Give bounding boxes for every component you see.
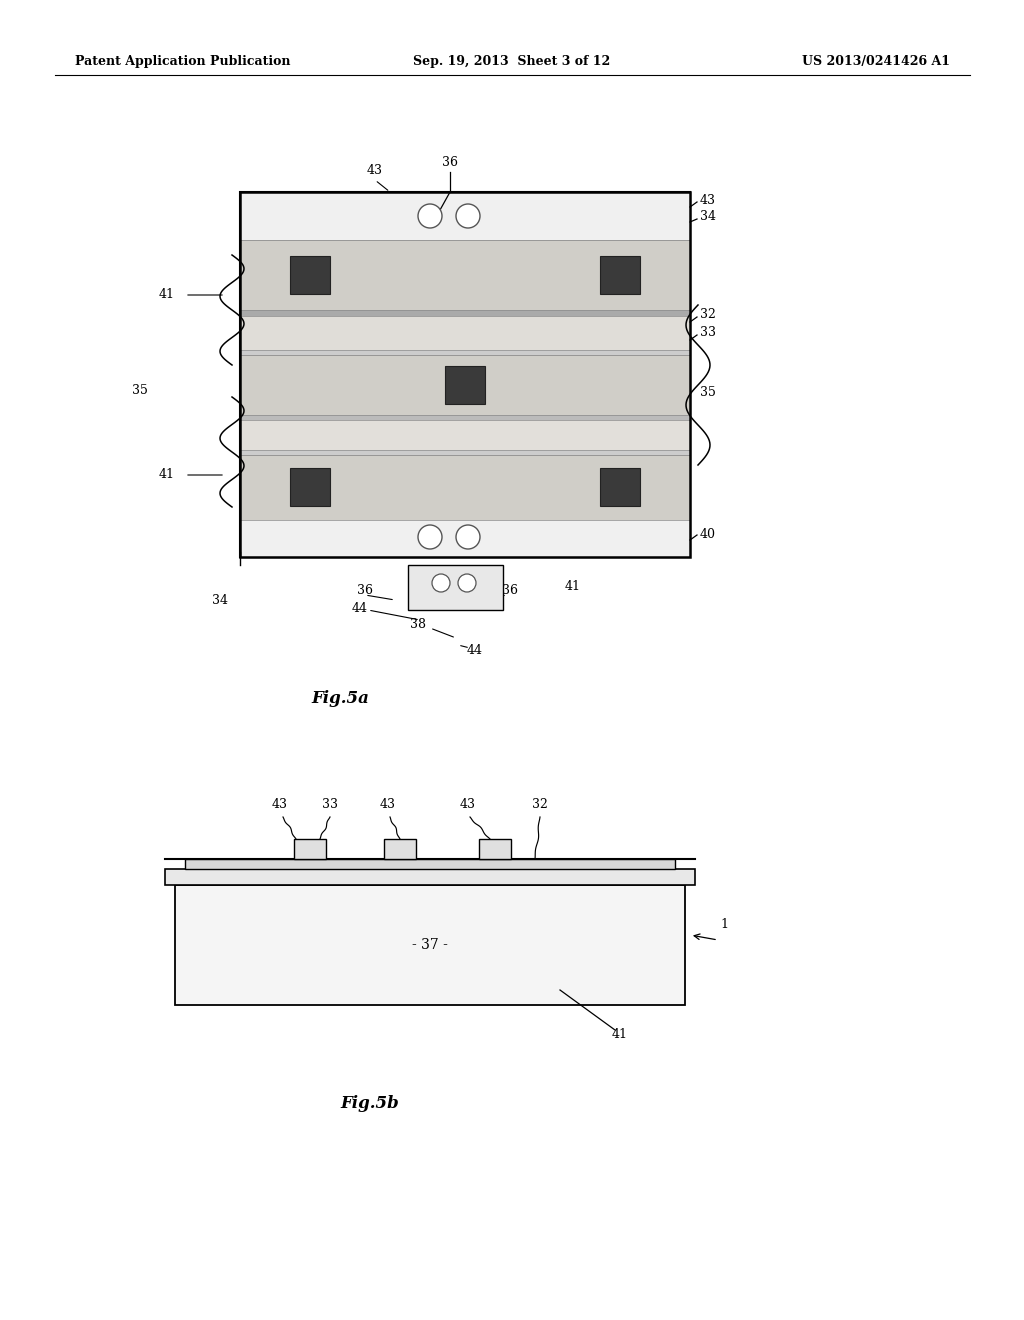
Text: 43: 43 — [700, 194, 716, 206]
Bar — [240, 310, 690, 315]
Bar — [240, 420, 690, 450]
Circle shape — [456, 525, 480, 549]
Text: 41: 41 — [612, 1028, 628, 1041]
Text: 36: 36 — [502, 583, 518, 597]
Text: Patent Application Publication: Patent Application Publication — [75, 55, 291, 69]
Bar — [240, 315, 690, 350]
Text: 33: 33 — [700, 326, 716, 339]
Text: - 37 -: - 37 - — [412, 939, 447, 952]
Text: Fig.5a: Fig.5a — [311, 690, 369, 708]
Text: 43: 43 — [380, 797, 396, 810]
Bar — [240, 350, 690, 355]
Bar — [240, 355, 690, 414]
Bar — [600, 469, 640, 506]
Bar — [240, 414, 690, 420]
Bar — [240, 520, 690, 557]
Text: 32: 32 — [532, 797, 548, 810]
Bar — [600, 256, 640, 294]
Bar — [290, 469, 330, 506]
Circle shape — [432, 574, 450, 591]
Text: 34: 34 — [700, 210, 716, 223]
Text: 32: 32 — [700, 309, 716, 322]
Circle shape — [418, 205, 442, 228]
Bar — [479, 840, 511, 859]
Text: Sep. 19, 2013  Sheet 3 of 12: Sep. 19, 2013 Sheet 3 of 12 — [414, 55, 610, 69]
Text: 44: 44 — [467, 644, 483, 656]
Bar — [240, 191, 690, 240]
Bar — [165, 869, 695, 884]
Text: 35: 35 — [132, 384, 148, 396]
Text: 35: 35 — [700, 387, 716, 400]
Text: 33: 33 — [322, 797, 338, 810]
Text: Fig.5b: Fig.5b — [341, 1096, 399, 1111]
Bar — [240, 450, 690, 455]
Bar — [384, 840, 416, 859]
Text: 36: 36 — [442, 157, 458, 169]
Text: 36: 36 — [357, 583, 373, 597]
Text: 41: 41 — [565, 581, 581, 594]
Bar — [290, 256, 330, 294]
Text: US 2013/0241426 A1: US 2013/0241426 A1 — [802, 55, 950, 69]
Text: 43: 43 — [272, 797, 288, 810]
Bar — [185, 859, 675, 869]
Bar — [240, 191, 690, 557]
Text: 43: 43 — [460, 797, 476, 810]
Circle shape — [458, 574, 476, 591]
Text: 43: 43 — [367, 164, 383, 177]
Text: 34: 34 — [212, 594, 228, 606]
Text: 1: 1 — [720, 919, 728, 932]
Text: 38: 38 — [410, 619, 426, 631]
Bar — [175, 884, 685, 1005]
Bar — [240, 455, 690, 520]
Text: 40: 40 — [700, 528, 716, 541]
Text: 44: 44 — [352, 602, 368, 615]
Bar — [294, 840, 326, 859]
Text: 41: 41 — [159, 469, 175, 482]
Text: 41: 41 — [159, 289, 175, 301]
Bar — [240, 240, 690, 310]
Bar — [240, 191, 690, 557]
Bar — [408, 565, 503, 610]
Circle shape — [418, 525, 442, 549]
Circle shape — [456, 205, 480, 228]
Bar — [445, 366, 485, 404]
